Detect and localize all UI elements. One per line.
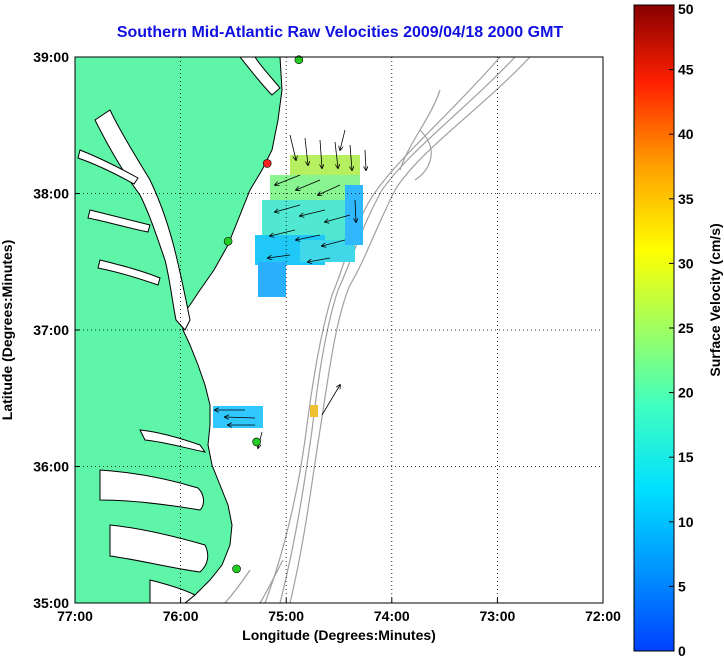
bathymetry-contours (224, 57, 531, 603)
colorbar-tick-label: 0 (678, 643, 686, 659)
radar-station-marker (232, 564, 241, 574)
x-axis: 77:00 76:00 75:00 74:00 73:00 72:00 (57, 598, 621, 624)
radar-station-marker (223, 236, 233, 246)
colorbar-tick-label: 40 (678, 126, 694, 142)
x-tick-label: 75:00 (268, 608, 304, 624)
colorbar-tick-label: 35 (678, 191, 694, 207)
y-axis-label: Latitude (Degrees:Minutes) (0, 240, 15, 420)
colorbar-tick-label: 45 (678, 62, 694, 78)
y-tick-label: 36:00 (33, 459, 69, 475)
y-tick-label: 37:00 (33, 322, 69, 338)
current-vectors (215, 129, 366, 448)
radar-stations (223, 55, 304, 574)
colorbar-tick-label: 20 (678, 385, 694, 401)
x-axis-label: Longitude (Degrees:Minutes) (242, 627, 436, 643)
y-tick-label: 38:00 (33, 186, 69, 202)
colorbar-tick-label: 10 (678, 514, 694, 530)
grid-lines (75, 57, 603, 603)
colorbar (633, 4, 675, 652)
radar-station-marker (294, 55, 304, 65)
x-tick-label: 76:00 (163, 608, 199, 624)
land-mass (75, 57, 283, 603)
x-tick-label: 72:00 (585, 608, 621, 624)
radar-station-marker (262, 159, 272, 168)
x-tick-label: 77:00 (57, 608, 93, 624)
colorbar-tick-label: 15 (678, 449, 694, 465)
colorbar-tick-label: 5 (678, 578, 686, 594)
chart-title: Southern Mid-Atlantic Raw Velocities 200… (116, 24, 564, 41)
y-axis: 39:00 38:00 37:00 36:00 35:00 (33, 49, 80, 611)
colorbar-tick-label: 30 (678, 255, 694, 271)
colorbar-tick-label: 50 (678, 1, 694, 17)
x-tick-label: 74:00 (374, 608, 410, 624)
velocity-field (213, 155, 363, 428)
colorbar-tick-label: 25 (678, 320, 694, 336)
radar-station-marker (252, 437, 261, 447)
y-tick-label: 35:00 (33, 595, 69, 611)
x-tick-label: 73:00 (479, 608, 515, 624)
colorbar-label: Surface Velocity (cm/s) (707, 223, 723, 376)
y-tick-label: 39:00 (33, 49, 69, 65)
